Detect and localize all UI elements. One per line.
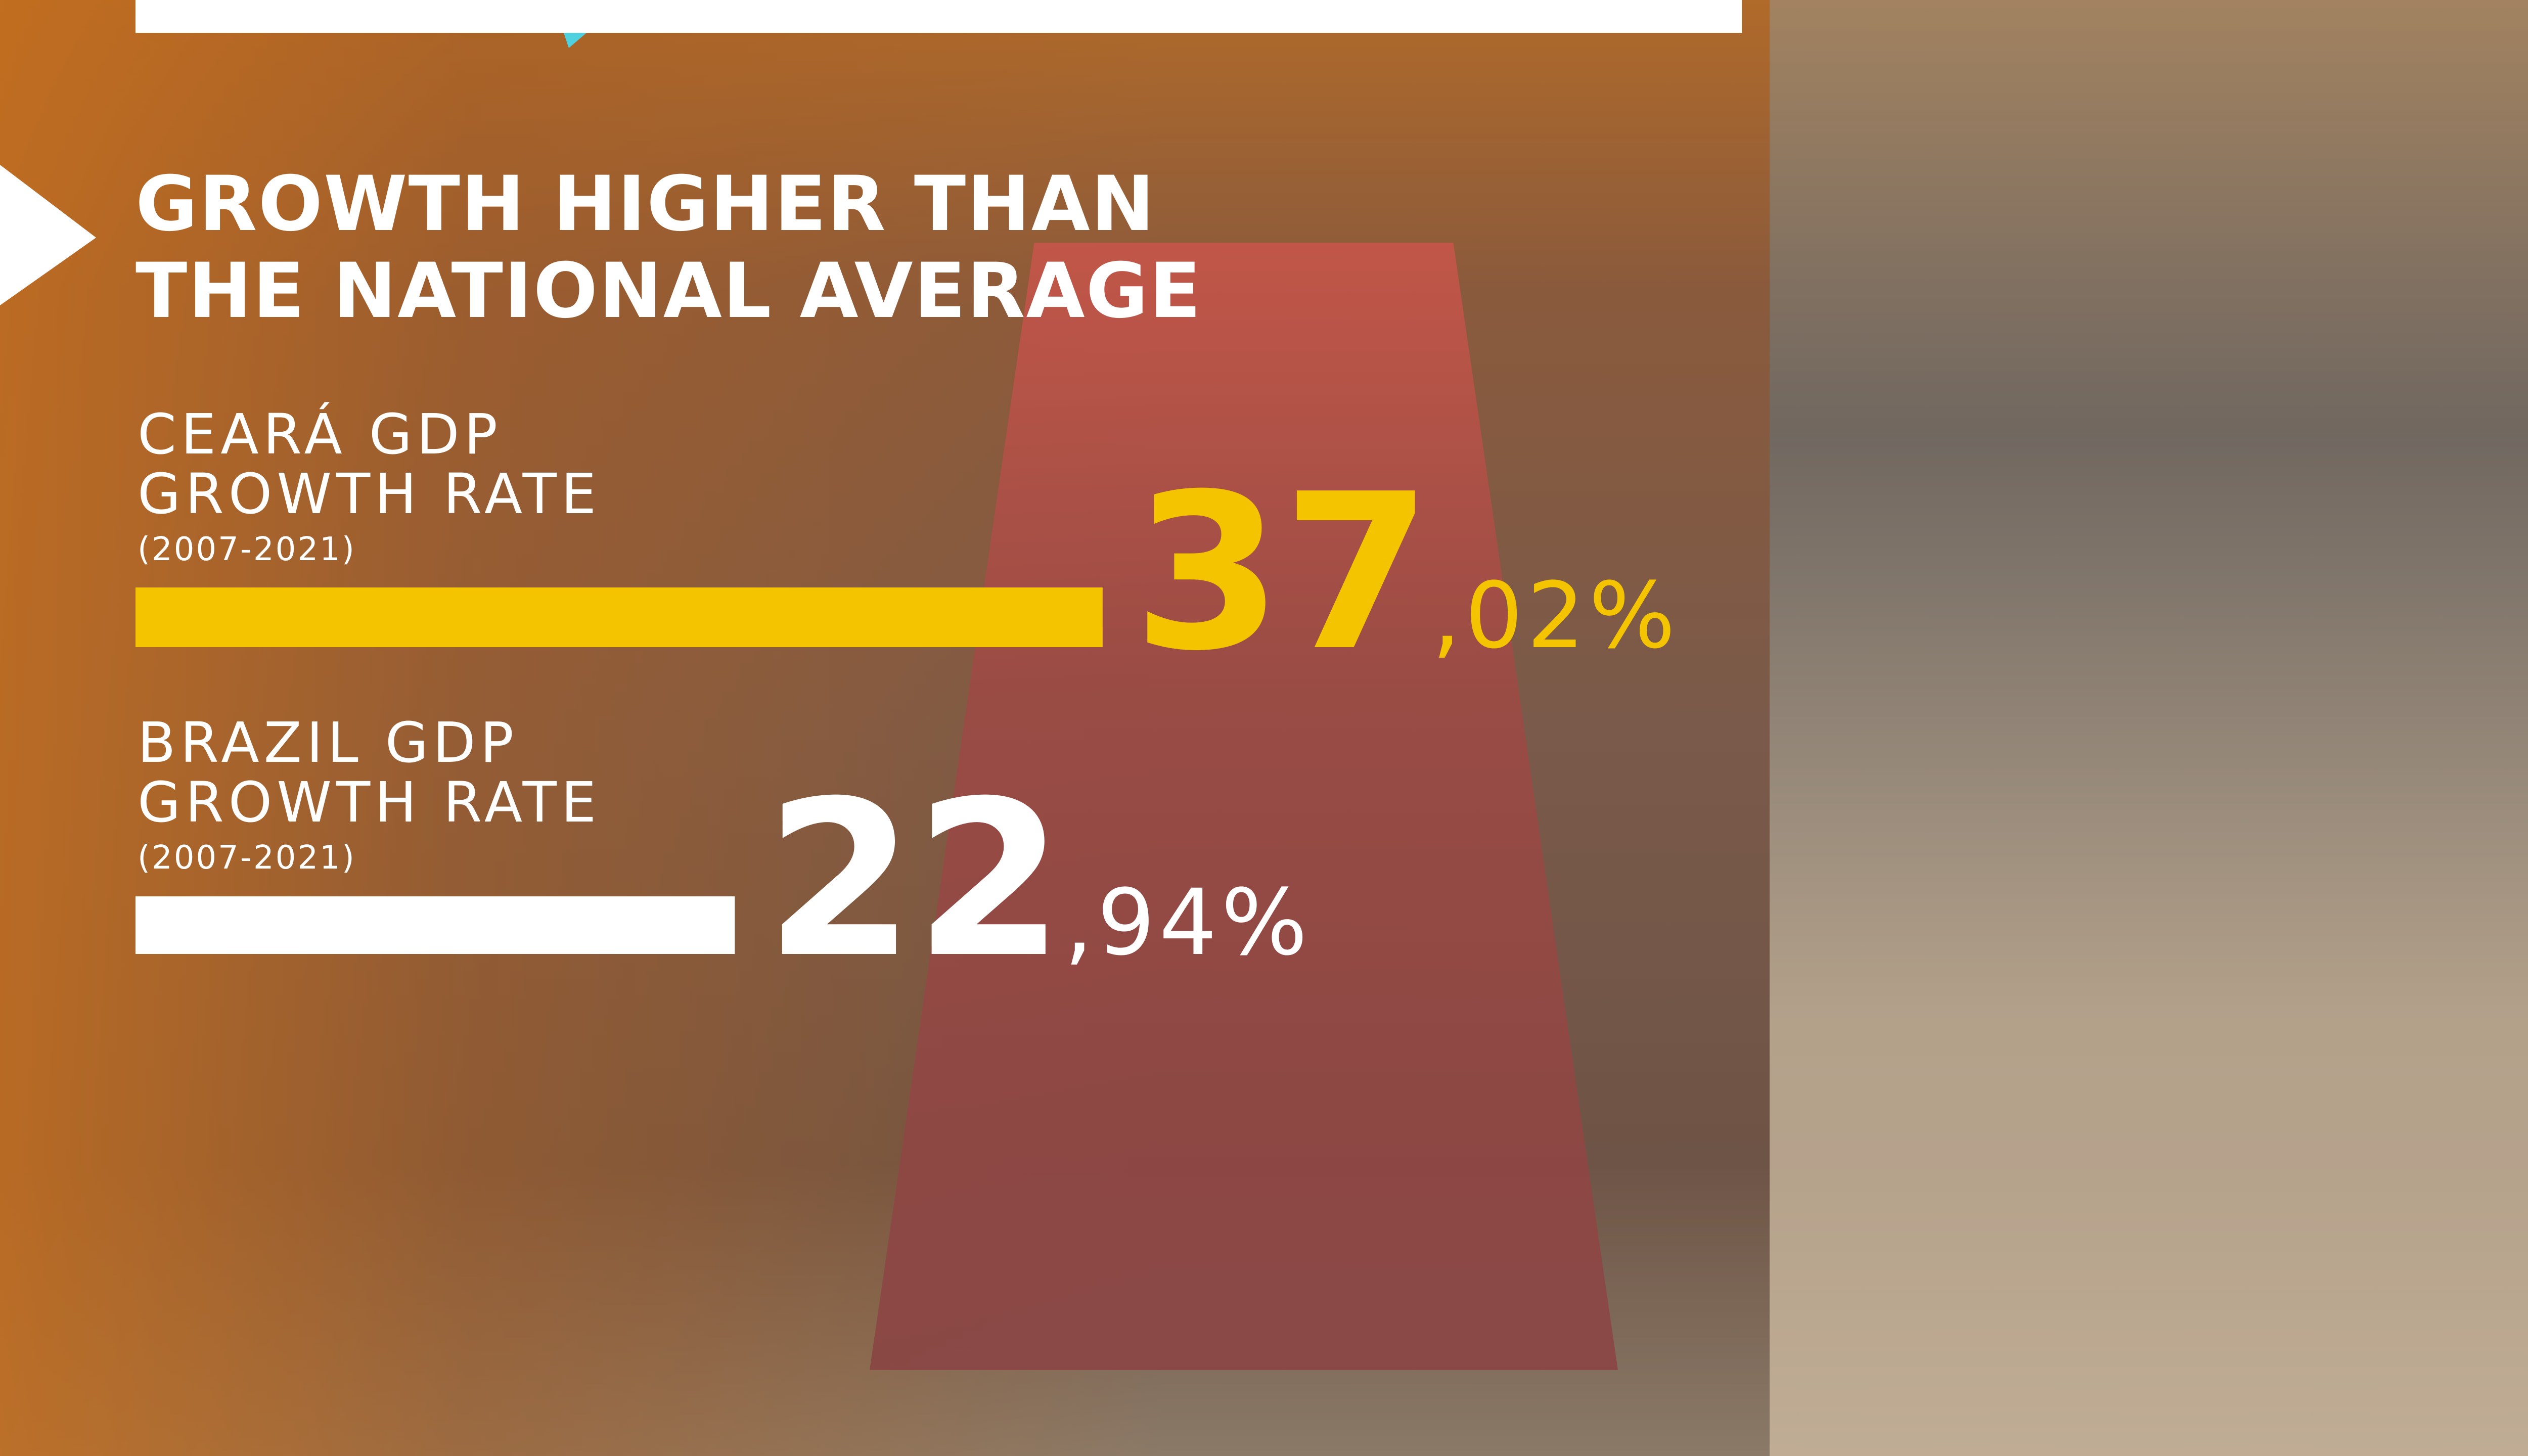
bar (136, 896, 735, 954)
value-label: 22,94% (765, 755, 1312, 1005)
value-label: 37,02% (1133, 448, 1680, 698)
period-label: (2007-2021) (138, 531, 356, 568)
top-banner (136, 0, 1742, 33)
value-label-minor: ,94% (1064, 870, 1312, 976)
bar (136, 587, 1103, 647)
chart-title: GROWTH HIGHER THAN THE NATIONAL AVERAGE (136, 160, 1202, 335)
period-label: (2007-2021) (138, 839, 356, 877)
value-label-major: 22 (765, 755, 1064, 1005)
value-label-minor: ,02% (1432, 563, 1679, 669)
category-label: BRAZIL GDP GROWTH RATE (138, 710, 601, 835)
banner-notch (564, 33, 586, 48)
background-floor (1770, 0, 2528, 1456)
arrow-marker (0, 165, 96, 305)
category-label: CEARÁ GDP GROWTH RATE (138, 402, 601, 526)
value-label-major: 37 (1133, 448, 1432, 698)
